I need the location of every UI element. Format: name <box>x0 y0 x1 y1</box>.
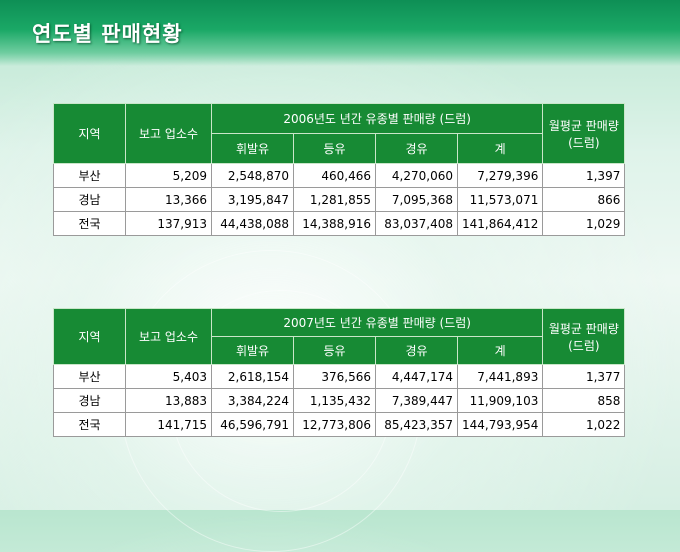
header-report-count: 보고 업소수 <box>125 103 212 164</box>
cell-count: 137,913 <box>125 211 212 236</box>
cell-gasoline: 44,438,088 <box>211 211 294 236</box>
cell-total: 11,909,103 <box>456 388 544 413</box>
header-gasoline: 휘발유 <box>211 336 294 365</box>
cell-total: 11,573,071 <box>456 187 544 212</box>
cell-diesel: 7,095,368 <box>375 187 458 212</box>
cell-region: 경남 <box>53 388 126 413</box>
header-monthly-avg: 월평균 판매량(드럼) <box>542 308 626 365</box>
header-region: 지역 <box>53 308 126 365</box>
header-kerosene: 등유 <box>293 133 376 164</box>
cell-region: 경남 <box>53 187 126 212</box>
header-region: 지역 <box>53 103 126 164</box>
cell-kerosene: 12,773,806 <box>293 412 376 437</box>
table-row: 전국 137,913 44,438,088 14,388,916 83,037,… <box>53 211 626 236</box>
page-title: 연도별 판매현황 <box>32 22 183 46</box>
cell-diesel: 83,037,408 <box>375 211 458 236</box>
cell-total: 144,793,954 <box>456 412 544 437</box>
cell-diesel: 4,447,174 <box>375 364 458 389</box>
header-report-count: 보고 업소수 <box>125 308 212 365</box>
cell-kerosene: 1,281,855 <box>293 187 376 212</box>
cell-monthly: 866 <box>542 187 626 212</box>
header-diesel: 경유 <box>375 336 458 365</box>
table-row: 부산 5,209 2,548,870 460,466 4,270,060 7,2… <box>53 163 626 188</box>
header-total: 계 <box>456 336 544 365</box>
cell-monthly: 1,377 <box>542 364 626 389</box>
header-year-sales: 2007년도 년간 유종별 판매량 (드럼) <box>210 308 544 337</box>
sales-table-2006: 지역 보고 업소수 2006년도 년간 유종별 판매량 (드럼) 월평균 판매량… <box>53 103 626 236</box>
cell-monthly: 1,397 <box>542 163 626 188</box>
header-kerosene: 등유 <box>293 336 376 365</box>
header-monthly-avg: 월평균 판매량(드럼) <box>542 103 626 164</box>
cell-region: 전국 <box>53 412 126 437</box>
cell-gasoline: 3,384,224 <box>211 388 294 413</box>
header-gasoline: 휘발유 <box>211 133 294 164</box>
cell-count: 5,403 <box>125 364 212 389</box>
table-row: 경남 13,366 3,195,847 1,281,855 7,095,368 … <box>53 187 626 212</box>
cell-diesel: 4,270,060 <box>375 163 458 188</box>
cell-count: 13,366 <box>125 187 212 212</box>
table-row: 경남 13,883 3,384,224 1,135,432 7,389,447 … <box>53 388 626 413</box>
cell-total: 7,441,893 <box>456 364 544 389</box>
cell-monthly: 1,022 <box>542 412 626 437</box>
cell-diesel: 85,423,357 <box>375 412 458 437</box>
cell-diesel: 7,389,447 <box>375 388 458 413</box>
header-year-sales: 2006년도 년간 유종별 판매량 (드럼) <box>210 103 544 134</box>
title-banner <box>0 0 680 66</box>
cell-total: 7,279,396 <box>456 163 544 188</box>
cell-gasoline: 3,195,847 <box>211 187 294 212</box>
cell-kerosene: 460,466 <box>293 163 376 188</box>
table-row: 전국 141,715 46,596,791 12,773,806 85,423,… <box>53 412 626 437</box>
cell-gasoline: 2,548,870 <box>211 163 294 188</box>
cell-monthly: 858 <box>542 388 626 413</box>
cell-gasoline: 46,596,791 <box>211 412 294 437</box>
cell-region: 전국 <box>53 211 126 236</box>
table-row: 부산 5,403 2,618,154 376,566 4,447,174 7,4… <box>53 364 626 389</box>
cell-kerosene: 14,388,916 <box>293 211 376 236</box>
cell-kerosene: 376,566 <box>293 364 376 389</box>
cell-region: 부산 <box>53 364 126 389</box>
header-diesel: 경유 <box>375 133 458 164</box>
cell-monthly: 1,029 <box>542 211 626 236</box>
header-total: 계 <box>456 133 544 164</box>
cell-count: 141,715 <box>125 412 212 437</box>
cell-count: 5,209 <box>125 163 212 188</box>
cell-region: 부산 <box>53 163 126 188</box>
cell-kerosene: 1,135,432 <box>293 388 376 413</box>
sales-table-2007: 지역 보고 업소수 2007년도 년간 유종별 판매량 (드럼) 월평균 판매량… <box>53 308 626 437</box>
cell-count: 13,883 <box>125 388 212 413</box>
cell-total: 141,864,412 <box>456 211 544 236</box>
cell-gasoline: 2,618,154 <box>211 364 294 389</box>
